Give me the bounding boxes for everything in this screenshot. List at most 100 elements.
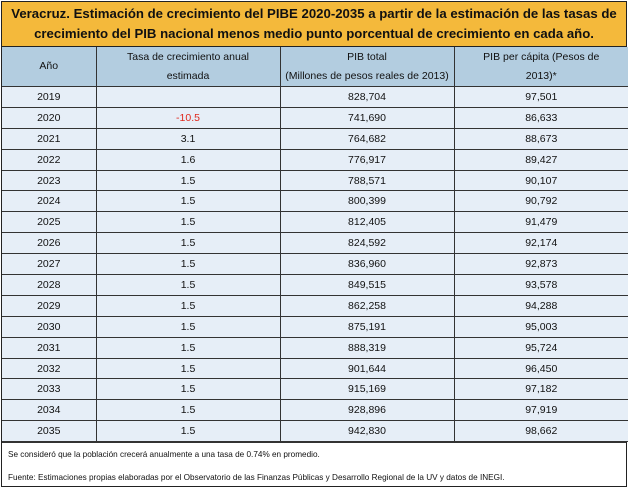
header-rate-line1: Tasa de crecimiento anual bbox=[127, 50, 249, 63]
header-rate-line2: estimada bbox=[166, 69, 210, 82]
table-row: 2019 828,704 97,501 bbox=[2, 86, 628, 108]
table-row: 2029 1.5 862,258 94,288 bbox=[2, 294, 628, 317]
table-title: Veracruz. Estimación de crecimiento del … bbox=[2, 2, 626, 47]
cell-rate bbox=[95, 86, 281, 108]
cell-year: 2035 bbox=[2, 420, 97, 443]
table-row: 2020 -10.5 741,690 86,633 bbox=[2, 106, 628, 129]
table-row: 2034 1.5 928,896 97,919 bbox=[2, 399, 628, 422]
cell-gdp: 901,644 bbox=[279, 357, 455, 380]
cell-gdp: 875,191 bbox=[279, 315, 455, 338]
table-row: 2035 1.5 942,830 98,662 bbox=[2, 420, 628, 443]
cell-gdp: 824,592 bbox=[279, 232, 455, 255]
cell-pc: 97,501 bbox=[453, 86, 628, 108]
cell-rate: -10.5 bbox=[95, 106, 281, 129]
cell-gdp: 800,399 bbox=[279, 190, 455, 213]
gdp-table: Año Tasa de crecimiento anual estimada P… bbox=[2, 47, 628, 443]
cell-pc: 89,427 bbox=[453, 148, 628, 171]
cell-year: 2023 bbox=[2, 169, 97, 192]
cell-rate: 1.5 bbox=[95, 336, 281, 359]
table-row: 2027 1.5 836,960 92,873 bbox=[2, 253, 628, 276]
cell-year: 2027 bbox=[2, 253, 97, 276]
table-row: 2025 1.5 812,405 91,479 bbox=[2, 211, 628, 234]
cell-pc: 97,182 bbox=[453, 378, 628, 401]
header-rate: Tasa de crecimiento anual estimada bbox=[95, 47, 281, 87]
cell-gdp: 764,682 bbox=[279, 127, 455, 150]
table-row: 2032 1.5 901,644 96,450 bbox=[2, 357, 628, 380]
table-body: 2019 828,704 97,501 2020 -10.5 741,690 86,633 2… bbox=[2, 86, 628, 443]
cell-pc: 93,578 bbox=[453, 274, 628, 296]
header-pc: PIB per cápita (Pesos de 2013)* bbox=[453, 47, 628, 87]
cell-gdp: 828,704 bbox=[279, 86, 455, 108]
header-gdp-line2: (Millones de pesos reales de 2013) bbox=[285, 69, 449, 82]
table-row: 2026 1.5 824,592 92,174 bbox=[2, 232, 628, 255]
cell-rate: 1.5 bbox=[95, 253, 281, 276]
cell-year: 2021 bbox=[2, 127, 97, 150]
cell-gdp: 788,571 bbox=[279, 169, 455, 192]
cell-pc: 92,873 bbox=[453, 253, 628, 276]
cell-rate: 1.5 bbox=[95, 190, 281, 213]
cell-pc: 91,479 bbox=[453, 211, 628, 234]
cell-rate: 1.5 bbox=[95, 357, 281, 380]
table-row: 2023 1.5 788,571 90,107 bbox=[2, 169, 628, 192]
table-row: 2024 1.5 800,399 90,792 bbox=[2, 190, 628, 213]
cell-year: 2019 bbox=[2, 86, 97, 108]
cell-gdp: 888,319 bbox=[279, 336, 455, 359]
cell-gdp: 915,169 bbox=[279, 378, 455, 401]
source-note: Fuente: Estimaciones propias elaboradas … bbox=[8, 473, 505, 483]
table-row: 2031 1.5 888,319 95,724 bbox=[2, 336, 628, 359]
cell-rate: 1.5 bbox=[95, 169, 281, 192]
cell-gdp: 942,830 bbox=[279, 420, 455, 443]
population-note: Se consideró que la población crecerá an… bbox=[2, 442, 626, 467]
cell-pc: 86,633 bbox=[453, 106, 628, 129]
table-row: 2030 1.5 875,191 95,003 bbox=[2, 315, 628, 338]
cell-pc: 95,003 bbox=[453, 315, 628, 338]
cell-rate: 1.5 bbox=[95, 378, 281, 401]
header-year: Año bbox=[2, 47, 97, 87]
cell-year: 2032 bbox=[2, 357, 97, 380]
cell-pc: 96,450 bbox=[453, 357, 628, 380]
cell-pc: 90,107 bbox=[453, 169, 628, 192]
cell-pc: 92,174 bbox=[453, 232, 628, 255]
cell-rate: 1.6 bbox=[95, 148, 281, 171]
cell-pc: 97,919 bbox=[453, 399, 628, 422]
cell-rate: 1.5 bbox=[95, 232, 281, 255]
cell-year: 2034 bbox=[2, 399, 97, 422]
table-row: 2033 1.5 915,169 97,182 bbox=[2, 378, 628, 401]
cell-year: 2033 bbox=[2, 378, 97, 401]
table-row: 2021 3.1 764,682 88,673 bbox=[2, 127, 628, 150]
header-row: Año Tasa de crecimiento anual estimada P… bbox=[2, 47, 628, 87]
table-row: 2022 1.6 776,917 89,427 bbox=[2, 148, 628, 171]
cell-year: 2029 bbox=[2, 294, 97, 317]
cell-rate: 1.5 bbox=[95, 315, 281, 338]
header-gdp-line1: PIB total bbox=[347, 50, 387, 63]
cell-year: 2020 bbox=[2, 106, 97, 129]
cell-rate: 1.5 bbox=[95, 274, 281, 296]
cell-pc: 88,673 bbox=[453, 127, 628, 150]
cell-pc: 90,792 bbox=[453, 190, 628, 213]
cell-gdp: 862,258 bbox=[279, 294, 455, 317]
table-title-line2: crecimiento del PIB nacional menos medio… bbox=[34, 26, 594, 41]
cell-pc: 98,662 bbox=[453, 420, 628, 443]
cell-year: 2031 bbox=[2, 336, 97, 359]
cell-rate: 1.5 bbox=[95, 294, 281, 317]
cell-gdp: 928,896 bbox=[279, 399, 455, 422]
cell-rate: 3.1 bbox=[95, 127, 281, 150]
cell-year: 2028 bbox=[2, 274, 97, 296]
cell-pc: 94,288 bbox=[453, 294, 628, 317]
cell-gdp: 836,960 bbox=[279, 253, 455, 276]
cell-gdp: 812,405 bbox=[279, 211, 455, 234]
cell-gdp: 849,515 bbox=[279, 274, 455, 296]
cell-year: 2025 bbox=[2, 211, 97, 234]
cell-year: 2022 bbox=[2, 148, 97, 171]
header-pc-line2: 2013)* bbox=[525, 69, 557, 82]
cell-year: 2024 bbox=[2, 190, 97, 213]
table-row: 2028 1.5 849,515 93,578 bbox=[2, 274, 628, 296]
cell-rate: 1.5 bbox=[95, 211, 281, 234]
table-title-line1: Veracruz. Estimación de crecimiento del … bbox=[11, 6, 617, 21]
cell-rate: 1.5 bbox=[95, 399, 281, 422]
header-pc-line1: PIB per cápita (Pesos de bbox=[483, 50, 600, 63]
cell-rate: 1.5 bbox=[95, 420, 281, 443]
cell-gdp: 741,690 bbox=[279, 106, 455, 129]
cell-gdp: 776,917 bbox=[279, 148, 455, 171]
